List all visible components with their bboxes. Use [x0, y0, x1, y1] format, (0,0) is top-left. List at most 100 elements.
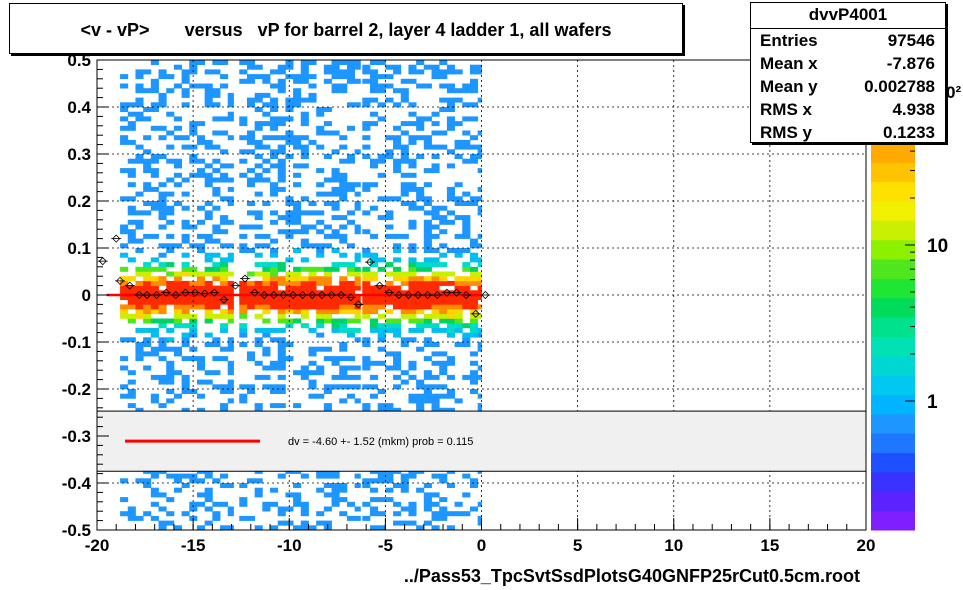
- heatmap-cell: [393, 168, 402, 174]
- heatmap-cell: [270, 83, 279, 89]
- heatmap-cell: [173, 478, 182, 484]
- palette-cell: [871, 239, 915, 260]
- heatmap-cell: [439, 60, 448, 65]
- heatmap-cell: [385, 295, 394, 300]
- heatmap-cell: [416, 487, 425, 493]
- heatmap-cell: [416, 379, 425, 385]
- heatmap-cell: [143, 201, 152, 206]
- heatmap-cell: [462, 116, 471, 122]
- heatmap-cell: [393, 257, 402, 263]
- heatmap-cell: [362, 97, 371, 103]
- heatmap-cell: [254, 342, 263, 347]
- heatmap-cell: [158, 92, 167, 98]
- heatmap-cell: [277, 473, 286, 479]
- heatmap-cell: [323, 280, 332, 286]
- heatmap-cell: [262, 327, 271, 333]
- heatmap-cell: [339, 398, 348, 404]
- heatmap-cell: [300, 135, 309, 141]
- heatmap-cell: [446, 318, 455, 324]
- heatmap-cell: [227, 389, 234, 394]
- heatmap-cell: [377, 295, 386, 300]
- heatmap-cell: [469, 332, 479, 338]
- heatmap-cell: [469, 69, 479, 75]
- heatmap-cell: [262, 168, 271, 174]
- heatmap-cell: [385, 280, 394, 286]
- heatmap-cell: [254, 243, 263, 249]
- heatmap-cell: [293, 271, 302, 277]
- heatmap-cell: [166, 219, 175, 225]
- heatmap-cell: [212, 144, 221, 150]
- heatmap-cell: [477, 313, 482, 319]
- heatmap-cell: [300, 224, 309, 230]
- heatmap-cell: [469, 238, 479, 244]
- heatmap-cell: [469, 318, 479, 324]
- heatmap-cell: [270, 487, 279, 493]
- heatmap-cell: [423, 144, 432, 150]
- heatmap-cell: [323, 492, 332, 498]
- heatmap-cell: [431, 473, 440, 479]
- heatmap-cell: [385, 318, 394, 324]
- heatmap-cell: [143, 88, 152, 94]
- heatmap-cell: [423, 295, 432, 300]
- heatmap-cell: [377, 478, 386, 484]
- heatmap-cell: [346, 327, 356, 333]
- heatmap-cell: [293, 78, 302, 84]
- heatmap-cell: [469, 144, 479, 150]
- heatmap-cell: [181, 205, 190, 211]
- heatmap-cell: [181, 233, 190, 239]
- heatmap-cell: [277, 342, 286, 347]
- heatmap-cell: [323, 473, 332, 479]
- heatmap-cell: [173, 299, 182, 305]
- heatmap-cell: [308, 285, 317, 291]
- heatmap-cell: [400, 97, 409, 103]
- profile-point: [365, 258, 375, 267]
- heatmap-cell: [439, 219, 448, 225]
- heatmap-cell: [377, 154, 386, 159]
- palette-tick-label: 10: [927, 236, 948, 257]
- heatmap-cell: [462, 285, 471, 291]
- heatmap-cell: [166, 111, 175, 117]
- heatmap-cell: [150, 172, 159, 178]
- heatmap-cell: [408, 365, 417, 371]
- heatmap-cell: [143, 285, 152, 291]
- heatmap-cell: [173, 64, 182, 70]
- heatmap-cell: [158, 356, 167, 362]
- heatmap-cell: [439, 407, 448, 413]
- heatmap-cell: [346, 186, 356, 192]
- heatmap-cell: [408, 121, 417, 127]
- heatmap-cell: [308, 60, 317, 65]
- heatmap-cell: [270, 525, 279, 530]
- heatmap-cell: [120, 285, 129, 291]
- heatmap-cell: [362, 407, 371, 413]
- heatmap-cell: [196, 360, 206, 366]
- heatmap-cell: [354, 365, 361, 371]
- heatmap-cell: [393, 332, 402, 338]
- stats-value: 4.938: [892, 100, 935, 119]
- heatmap-cell: [439, 299, 448, 305]
- heatmap-cell: [212, 271, 221, 277]
- heatmap-cell: [416, 191, 425, 197]
- heatmap-cell: [239, 78, 248, 84]
- heatmap-cell: [408, 111, 417, 117]
- heatmap-cell: [277, 172, 286, 178]
- x-tick-label: 15: [760, 536, 779, 555]
- heatmap-cell: [212, 370, 221, 376]
- heatmap-cell: [293, 163, 302, 169]
- heatmap-cell: [127, 318, 136, 324]
- heatmap-cell: [462, 224, 471, 230]
- heatmap-cell: [150, 327, 159, 333]
- heatmap-cell: [293, 205, 302, 211]
- heatmap-cell: [400, 144, 409, 150]
- heatmap-cell: [346, 290, 356, 296]
- heatmap-cell: [173, 83, 182, 89]
- heatmap-cell: [270, 403, 279, 409]
- heatmap-cell: [220, 276, 229, 282]
- heatmap-cell: [477, 130, 482, 136]
- heatmap-cell: [227, 111, 234, 117]
- heatmap-cell: [393, 295, 402, 300]
- heatmap-cell: [173, 393, 182, 399]
- heatmap-cell: [377, 323, 386, 329]
- heatmap-cell: [166, 346, 175, 352]
- heatmap-cell: [377, 83, 386, 89]
- heatmap-cell: [166, 285, 175, 291]
